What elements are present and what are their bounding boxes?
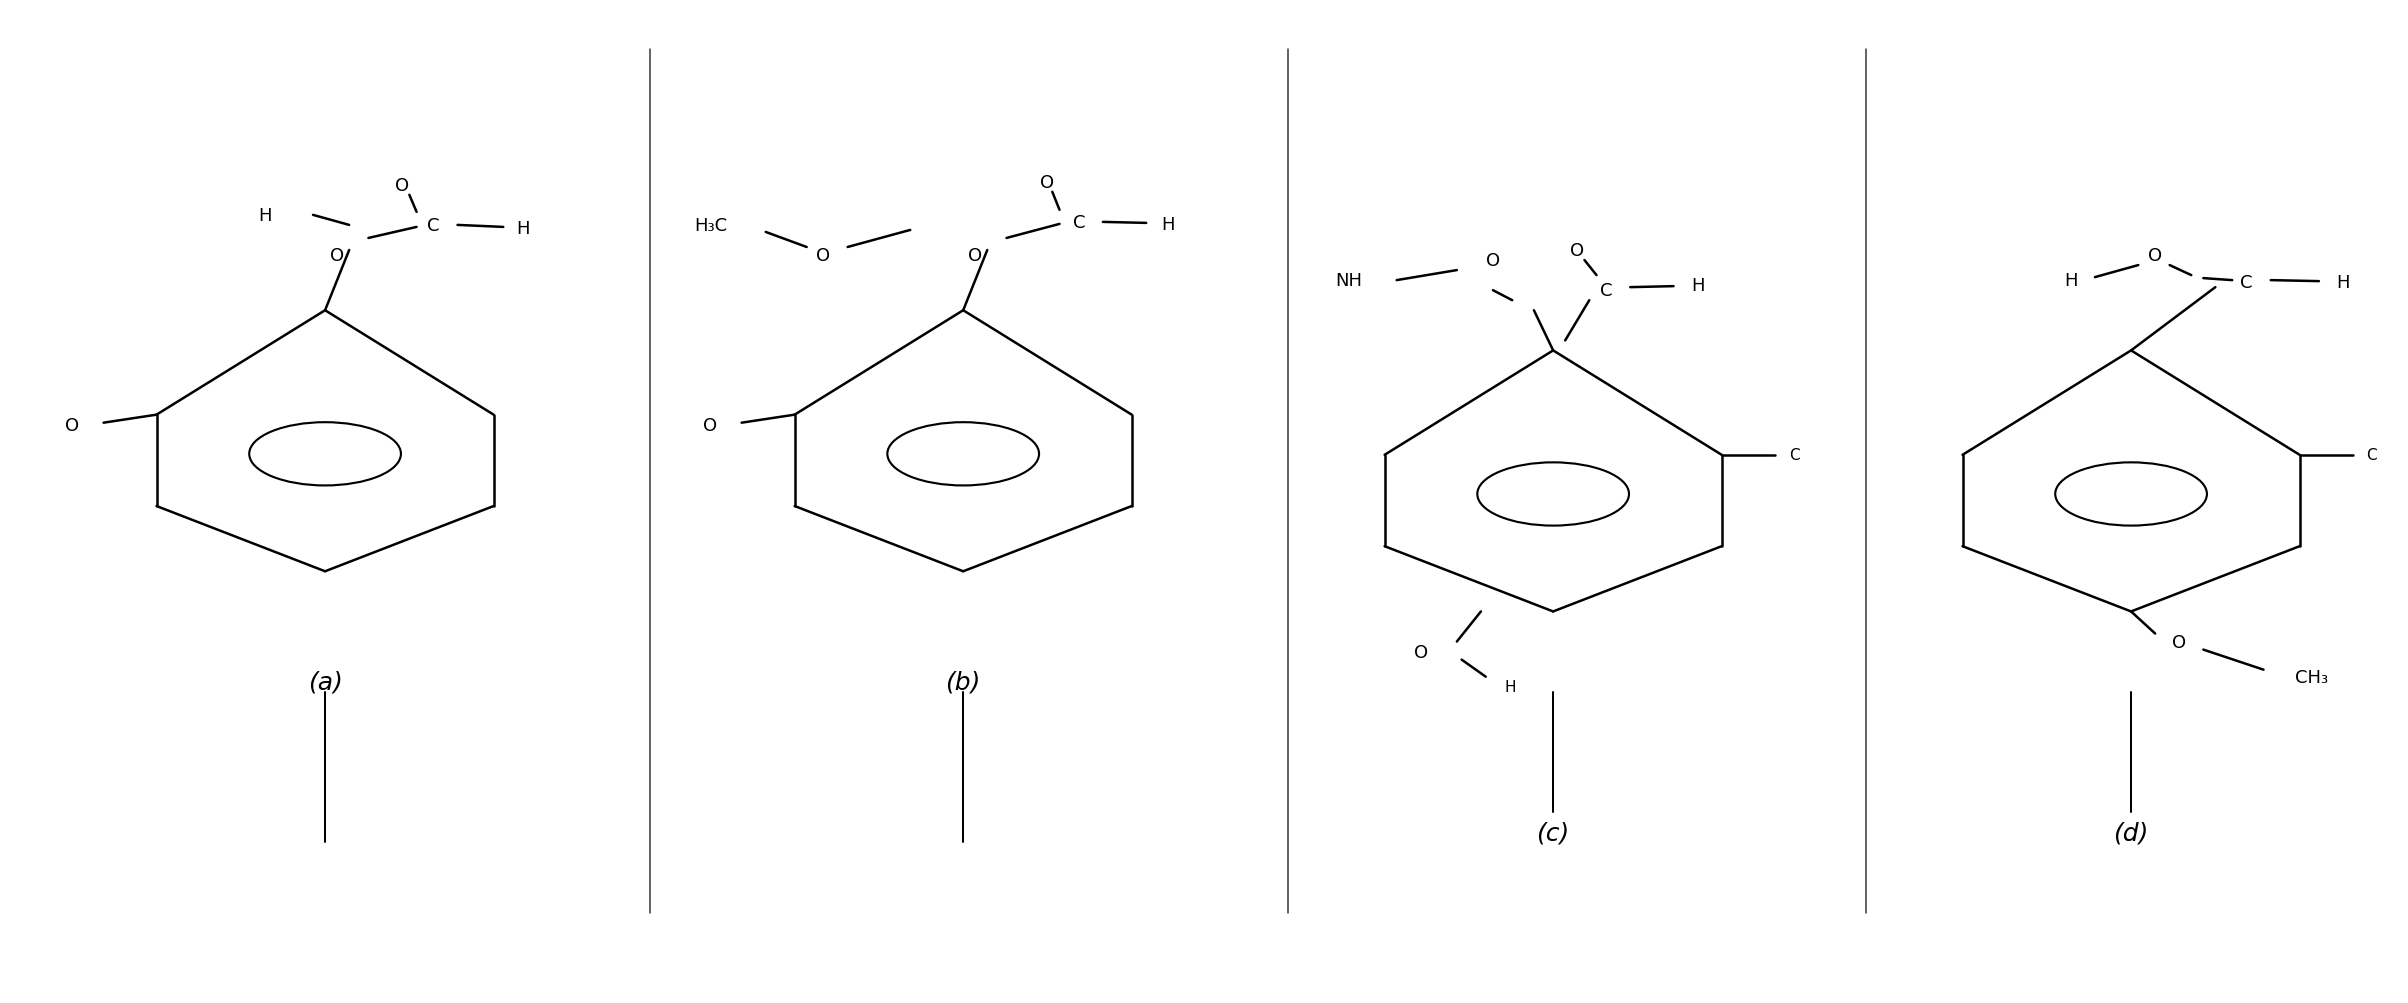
Text: O: O [1040,174,1055,192]
Text: O: O [2172,633,2186,651]
Text: C: C [1599,282,1613,300]
Text: O: O [2148,247,2162,265]
Text: O: O [968,247,982,265]
Text: C: C [1072,214,1086,232]
Text: (b): (b) [946,670,980,694]
Text: CH₃: CH₃ [2295,668,2329,686]
Text: H: H [1505,680,1515,694]
Text: H₃C: H₃C [694,217,727,235]
Text: H: H [515,220,530,238]
Text: H: H [258,207,272,225]
Text: O: O [1570,242,1584,260]
Text: O: O [330,247,344,265]
Text: O: O [1486,252,1500,270]
Text: O: O [816,247,831,265]
Text: H: H [1161,216,1175,234]
Text: O: O [1413,643,1428,661]
Text: H: H [2064,272,2078,290]
Text: O: O [65,416,79,434]
Text: C: C [2367,448,2377,462]
Text: O: O [395,177,409,195]
Text: H: H [2336,274,2350,292]
Text: C: C [2239,274,2254,292]
Text: (d): (d) [2114,820,2148,845]
Text: O: O [703,416,718,434]
Text: H: H [1690,277,1705,295]
Text: (c): (c) [1536,820,1570,845]
Text: (a): (a) [308,670,342,694]
Text: NH: NH [1334,272,1363,290]
Text: C: C [426,217,441,235]
Text: C: C [1789,448,1799,462]
